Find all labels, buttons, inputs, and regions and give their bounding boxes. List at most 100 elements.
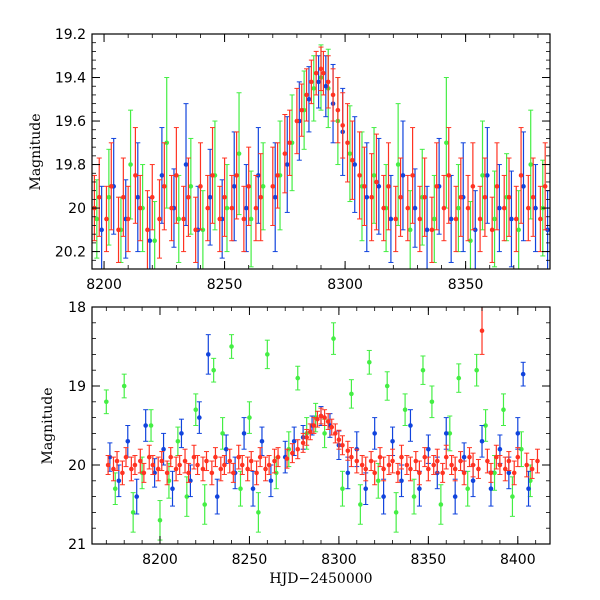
bottom-red-point-8 bbox=[141, 462, 147, 483]
top-red-point-76 bbox=[537, 185, 543, 253]
bottom-red-point-82 bbox=[470, 452, 476, 478]
top-red-point-56 bbox=[417, 185, 423, 253]
bottom-red-point-80 bbox=[461, 460, 467, 486]
bottom-red-point-15 bbox=[173, 456, 179, 482]
bottom-green-point-25 bbox=[331, 322, 337, 355]
top-green-point-31 bbox=[455, 164, 461, 253]
top-green-point-5 bbox=[152, 201, 158, 270]
top-red-point-44 bbox=[345, 103, 351, 183]
bottom-y-tick-label: 18 bbox=[68, 300, 86, 316]
bottom-red-point-12 bbox=[159, 451, 165, 472]
bottom-red-point-0 bbox=[105, 455, 111, 475]
top-red-point-34 bbox=[299, 83, 305, 137]
top-blue-point-4 bbox=[147, 196, 153, 270]
top-red-point-32 bbox=[287, 109, 293, 176]
top-red-point-39 bbox=[320, 50, 326, 96]
bottom-blue-point-15 bbox=[241, 417, 247, 450]
top-red-point-12 bbox=[161, 142, 167, 231]
bottom-green-point-11 bbox=[202, 484, 208, 525]
top-red-point-46 bbox=[357, 131, 363, 220]
bottom-x-tick-label: 8200 bbox=[142, 552, 178, 568]
bottom-green-point-29 bbox=[366, 349, 372, 375]
bottom-red-point-36 bbox=[266, 455, 272, 475]
top-green-point-8 bbox=[188, 137, 194, 235]
top-red-point-77 bbox=[542, 142, 548, 231]
top-blue-point-25 bbox=[388, 174, 394, 263]
top-x-tick-label: 8250 bbox=[207, 277, 243, 293]
bottom-green-point-31 bbox=[384, 371, 390, 401]
bottom-blue-point-26 bbox=[345, 456, 351, 490]
bottom-red-point-4 bbox=[123, 447, 129, 468]
bottom-panel-tick-labels: 8200 8250 8300 8350 8400 18 19 20 21 bbox=[68, 300, 535, 568]
top-green-point-32 bbox=[467, 201, 473, 270]
bottom-red-point-48 bbox=[322, 409, 328, 426]
bottom-red-point-16 bbox=[177, 455, 183, 475]
top-red-point-41 bbox=[330, 68, 336, 122]
bottom-red-point-47 bbox=[318, 407, 324, 425]
bottom-red-point-65 bbox=[395, 462, 401, 483]
top-y-tick-label: 20.2 bbox=[55, 245, 86, 261]
top-red-point-6 bbox=[125, 185, 131, 253]
top-red-point-36 bbox=[308, 59, 314, 105]
bottom-red-point-56 bbox=[354, 448, 360, 474]
top-red-point-1 bbox=[96, 157, 102, 237]
top-blue-point-15 bbox=[284, 116, 290, 213]
bottom-red-point-49 bbox=[325, 413, 331, 430]
bottom-green-point-44 bbox=[500, 393, 506, 426]
bottom-green-point-6 bbox=[157, 500, 163, 541]
top-red-point-17 bbox=[193, 196, 199, 263]
bottom-blue-point-11 bbox=[205, 334, 211, 375]
top-red-point-18 bbox=[197, 142, 203, 231]
top-blue-point-14 bbox=[272, 142, 278, 253]
bottom-red-point-62 bbox=[381, 456, 387, 482]
top-red-point-66 bbox=[477, 185, 483, 253]
bottom-blue-point-8 bbox=[178, 418, 184, 449]
bottom-green-point-34 bbox=[411, 478, 417, 515]
top-blue-point-11 bbox=[231, 131, 237, 242]
bottom-green-point-2 bbox=[121, 373, 127, 399]
top-red-point-28 bbox=[258, 153, 264, 242]
bottom-blue-point-12 bbox=[214, 478, 220, 515]
bottom-red-point-43 bbox=[304, 428, 310, 446]
bottom-green-point-5 bbox=[148, 409, 154, 442]
bottom-blue-point-4 bbox=[143, 409, 149, 442]
bottom-green-point-17 bbox=[255, 492, 261, 533]
bottom-x-tick-label: 8400 bbox=[500, 552, 536, 568]
top-red-point-24 bbox=[234, 131, 240, 220]
top-red-point-33 bbox=[294, 87, 300, 155]
bottom-red-point-5 bbox=[128, 456, 134, 482]
top-red-point-21 bbox=[217, 185, 223, 253]
bottom-x-tick-label: 8250 bbox=[232, 552, 268, 568]
bottom-blue-point-18 bbox=[268, 464, 274, 498]
bottom-green-point-35 bbox=[420, 355, 426, 385]
bottom-green-point-10 bbox=[193, 393, 199, 426]
bottom-red-point-53 bbox=[339, 435, 345, 456]
top-red-point-55 bbox=[410, 127, 416, 224]
top-red-point-64 bbox=[465, 174, 471, 242]
top-red-point-63 bbox=[458, 157, 464, 237]
top-blue-point-36 bbox=[520, 131, 526, 242]
bottom-blue-point-7 bbox=[170, 470, 176, 507]
bottom-blue-point-13 bbox=[223, 434, 229, 464]
bottom-red-point-25 bbox=[218, 456, 224, 482]
bottom-red-point-37 bbox=[271, 448, 277, 474]
top-red-point-3 bbox=[108, 142, 114, 231]
top-green-point-36 bbox=[516, 190, 522, 270]
bottom-x-tick-label: 8350 bbox=[411, 552, 447, 568]
top-red-point-16 bbox=[185, 157, 191, 237]
top-red-point-71 bbox=[506, 157, 512, 237]
bottom-red-point-13 bbox=[164, 460, 170, 486]
bottom-red-point-6 bbox=[132, 455, 138, 475]
top-blue-point-24 bbox=[376, 137, 382, 235]
bottom-green-point-26 bbox=[339, 470, 345, 507]
top-red-point-8 bbox=[137, 174, 143, 242]
bottom-red-point-66 bbox=[399, 444, 405, 470]
top-red-point-70 bbox=[501, 174, 507, 242]
top-red-point-49 bbox=[373, 133, 379, 231]
bottom-red-point-39 bbox=[284, 448, 290, 469]
top-blue-point-17 bbox=[306, 66, 312, 133]
bottom-red-point-30 bbox=[239, 455, 245, 475]
bottom-green-point-33 bbox=[402, 393, 408, 426]
bottom-red-point-40 bbox=[289, 443, 295, 464]
top-green-point-26 bbox=[395, 103, 401, 226]
